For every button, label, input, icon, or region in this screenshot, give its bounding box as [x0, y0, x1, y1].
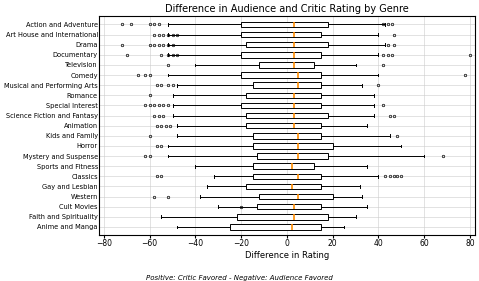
PathPatch shape [252, 82, 321, 88]
PathPatch shape [230, 224, 321, 230]
PathPatch shape [252, 174, 321, 179]
PathPatch shape [252, 163, 314, 169]
PathPatch shape [241, 103, 321, 108]
PathPatch shape [241, 52, 321, 58]
PathPatch shape [252, 143, 333, 149]
PathPatch shape [241, 72, 321, 78]
PathPatch shape [246, 92, 321, 98]
PathPatch shape [246, 123, 321, 128]
PathPatch shape [241, 22, 328, 27]
PathPatch shape [257, 153, 328, 159]
Title: Difference in Audience and Critic Rating by Genre: Difference in Audience and Critic Rating… [165, 4, 409, 14]
PathPatch shape [257, 204, 321, 209]
PathPatch shape [252, 133, 321, 139]
PathPatch shape [241, 32, 321, 37]
PathPatch shape [246, 42, 328, 47]
PathPatch shape [246, 113, 328, 118]
Text: Positive: Critic Favored - Negative: Audience Favored: Positive: Critic Favored - Negative: Aud… [146, 275, 333, 281]
PathPatch shape [260, 62, 314, 68]
X-axis label: Difference in Rating: Difference in Rating [245, 251, 329, 260]
PathPatch shape [246, 184, 321, 189]
PathPatch shape [260, 194, 333, 199]
PathPatch shape [237, 214, 328, 219]
